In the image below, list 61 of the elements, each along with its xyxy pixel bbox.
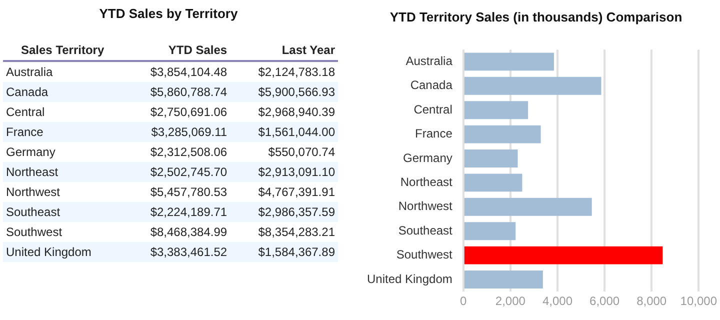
data-label: $550,070.74 [267,144,336,161]
data-label: $3,383,461.52 [122,242,230,262]
data-label: $2,224,189.71 [122,202,230,222]
y-tick-label: Australia [406,54,453,68]
y-tick-label: Central [414,102,452,116]
data-label: $3,854,104.48 [149,64,228,81]
bar [464,150,518,168]
x-tick-label: 2,000 [495,294,526,308]
data-label: $2,968,940.39 [257,104,336,121]
text: YTD Sales [122,40,230,61]
category-label: United Kingdom [3,242,122,262]
data-label: $3,285,069.11 [122,122,230,142]
y-tick-label: United Kingdom [366,272,452,286]
category-label: Southwest [5,224,64,241]
x-tick-label: 4,000 [542,294,573,308]
text: Last Year [230,40,338,61]
y-tick-label: Northwest [398,199,454,214]
x-tick-label: 0 [460,294,468,308]
chart-title: YTD Territory Sales (in thousands) Comparison [390,9,682,24]
bar [464,198,592,216]
category-label: Germany [5,144,56,161]
bar [464,101,528,120]
x-tick-label: 8,000 [636,294,667,308]
data-label: $5,457,780.53 [149,184,228,201]
category-label: France [3,122,122,142]
bar [464,174,522,192]
data-label: $4,767,391.91 [257,184,336,201]
data-label: $2,124,783.18 [257,64,336,81]
bar [464,52,554,71]
bar [464,246,663,264]
y-tick-label: Southwest [396,248,454,262]
data-label: $2,913,091.10 [230,162,338,182]
y-tick-label: Canada [410,78,453,92]
data-label: $8,354,283.21 [257,224,336,241]
text: Sales Territory [3,40,122,61]
data-label: $1,584,367.89 [230,242,338,262]
x-tick-label: 10,000 [680,294,718,308]
category-label: Northeast [3,162,122,182]
data-label: $1,561,044.00 [230,122,338,142]
text: YTD Sales by Territory [98,6,239,21]
y-tick-label: Northeast [400,175,454,190]
data-label: $8,468,384.99 [149,224,228,241]
category-label: Canada [3,82,122,102]
category-label: Southeast [3,202,122,222]
bar [464,270,543,288]
category-label: Australia [5,64,54,81]
bar [464,222,516,240]
y-tick-label: Germany [403,150,452,165]
category-label: Central [5,104,46,121]
bar [464,125,541,144]
data-label: $2,986,357.59 [230,202,338,222]
data-label: $2,312,508.06 [149,144,228,161]
bar [464,76,602,95]
data-label: $5,860,788.74 [122,82,230,102]
data-label: $2,502,745.70 [122,162,230,182]
data-label: $2,750,691.06 [149,104,228,121]
x-tick-label: 6,000 [590,294,620,308]
y-tick-label: France [415,126,453,141]
category-label: Northwest [5,184,62,201]
data-label: $5,900,566.93 [230,82,338,102]
y-tick-label: Southeast [398,223,454,238]
